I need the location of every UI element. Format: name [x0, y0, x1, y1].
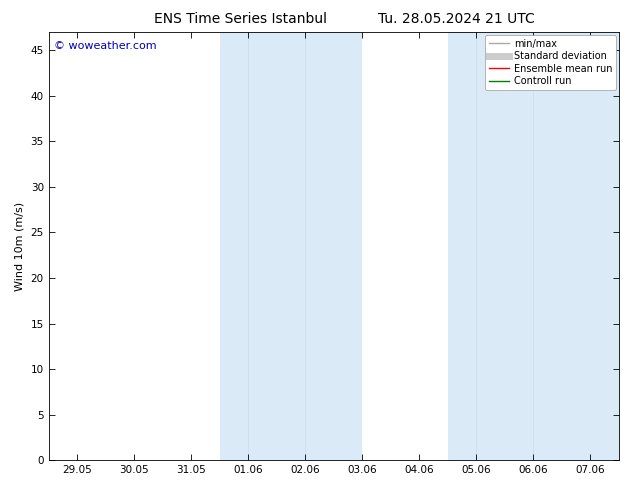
Bar — [220, 32, 363, 460]
Legend: min/max, Standard deviation, Ensemble mean run, Controll run: min/max, Standard deviation, Ensemble me… — [486, 35, 616, 90]
Text: © woweather.com: © woweather.com — [55, 41, 157, 50]
Y-axis label: Wind 10m (m/s): Wind 10m (m/s) — [15, 201, 25, 291]
Bar — [448, 32, 619, 460]
Text: Tu. 28.05.2024 21 UTC: Tu. 28.05.2024 21 UTC — [378, 12, 535, 26]
Text: ENS Time Series Istanbul: ENS Time Series Istanbul — [155, 12, 327, 26]
